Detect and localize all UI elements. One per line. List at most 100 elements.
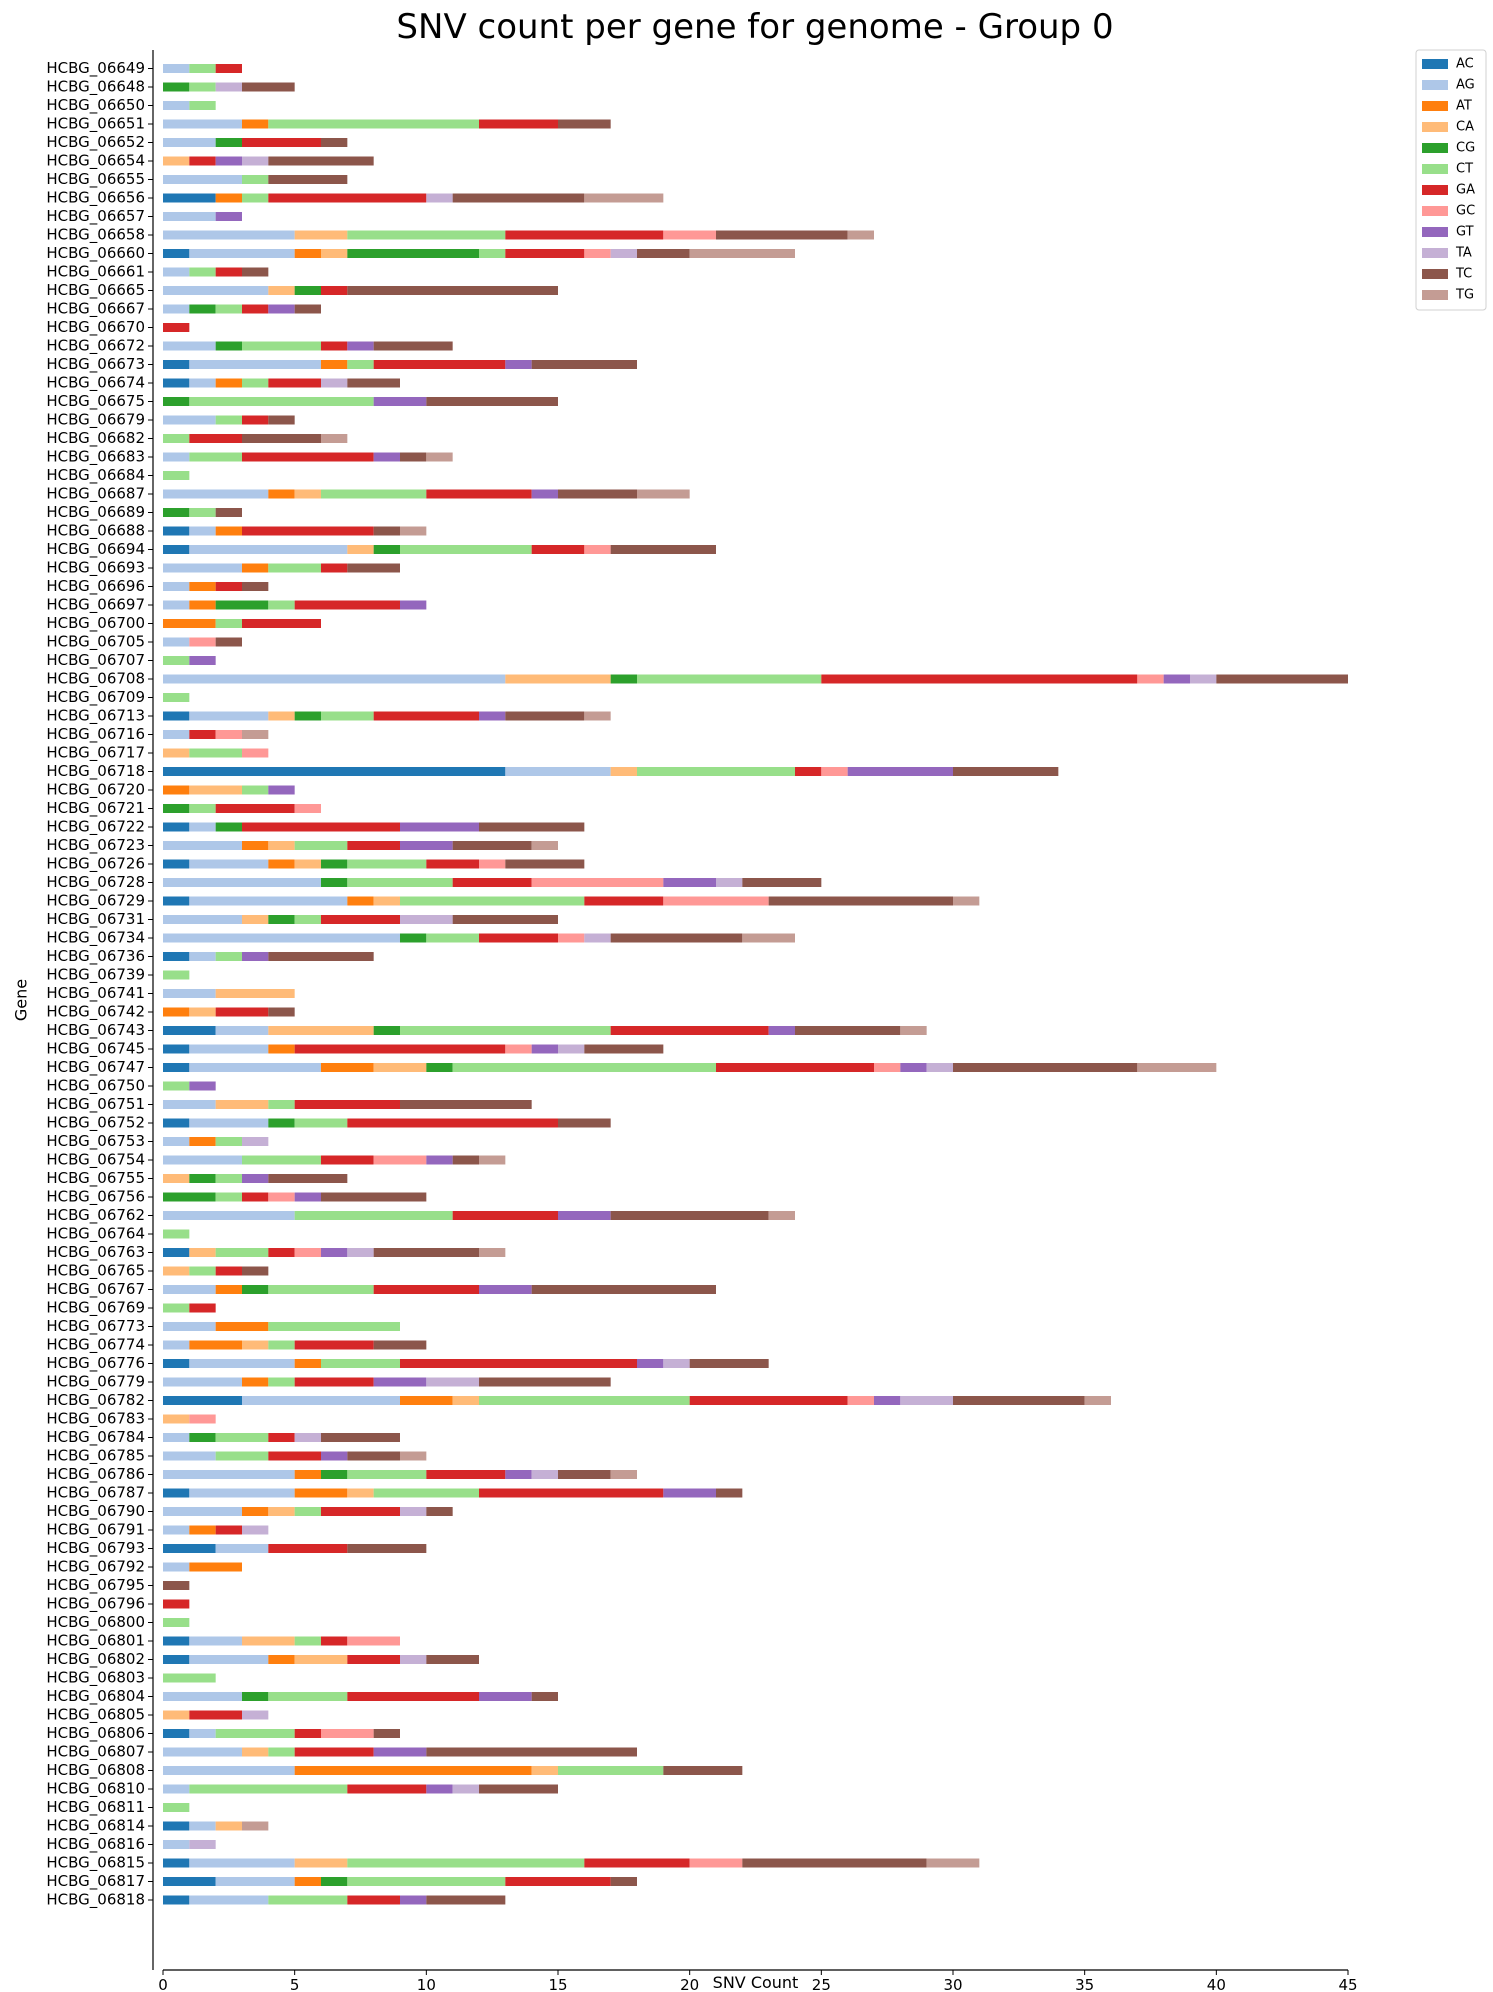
bar-TC-HCBG_06747 [953,1063,1138,1072]
y-tick-label-HCBG_06651: HCBG_06651 [46,115,145,134]
bar-GT-HCBG_06786 [505,1470,532,1479]
bar-AG-HCBG_06674 [189,378,216,388]
y-tick-label-HCBG_06804: HCBG_06804 [46,1687,145,1706]
bar-CG-HCBG_06667 [189,304,216,314]
bar-CT-HCBG_06651 [268,119,479,129]
bar-AG-HCBG_06815 [189,1858,295,1868]
bar-CT-HCBG_06779 [268,1377,295,1387]
bar-CT-HCBG_06756 [215,1192,242,1202]
bar-CA-HCBG_06763 [189,1248,216,1257]
bar-TG-HCBG_06683 [426,452,453,462]
bar-GA-HCBG_06818 [347,1895,400,1905]
bar-CT-HCBG_06790 [294,1507,321,1516]
legend-swatch-CG [1422,143,1448,153]
bar-TC-HCBG_06705 [215,637,242,647]
x-tick-label-20: 20 [680,1976,699,1992]
bar-CA-HCBG_06654 [163,156,190,166]
bar-GA-HCBG_06756 [242,1192,269,1202]
y-tick-label-HCBG_06811: HCBG_06811 [46,1798,145,1817]
y-tick-label-HCBG_06817: HCBG_06817 [46,1872,145,1891]
bar-TG-HCBG_06656 [584,193,664,203]
bar-TC-HCBG_06656 [452,193,585,203]
bars-layer [163,64,1348,1905]
bar-AC-HCBG_06802 [163,1655,190,1664]
bar-CT-HCBG_06815 [347,1858,585,1868]
bar-TC-HCBG_06694 [610,545,716,554]
y-tick-label-HCBG_06807: HCBG_06807 [46,1743,145,1762]
bar-TA-HCBG_06779 [426,1377,479,1387]
legend-box [1415,49,1487,311]
legend-swatch-CA [1422,122,1448,132]
bar-CA-HCBG_06751 [215,1100,269,1109]
bar-CA-HCBG_06717 [163,748,190,758]
bar-GA-HCBG_06815 [584,1858,690,1868]
bar-CT-HCBG_06765 [189,1266,216,1276]
bar-AT-HCBG_06767 [215,1285,242,1294]
bar-AG-HCBG_06747 [189,1063,321,1072]
bar-CA-HCBG_06687 [294,489,321,499]
bar-CG-HCBG_06743 [373,1026,400,1035]
y-tick-label-HCBG_06675: HCBG_06675 [46,392,145,411]
bar-TA-HCBG_06734 [584,933,611,943]
bar-CT-HCBG_06786 [347,1470,427,1479]
bar-CT-HCBG_06752 [294,1118,348,1128]
y-tick-label-HCBG_06716: HCBG_06716 [46,725,145,744]
bar-GT-HCBG_06667 [268,304,295,314]
x-tick-label-30: 30 [943,1976,962,1992]
y-tick-label-HCBG_06726: HCBG_06726 [46,855,145,874]
bar-GA-HCBG_06672 [321,341,348,351]
bar-GA-HCBG_06754 [321,1155,374,1165]
bar-CT-HCBG_06679 [215,415,242,425]
y-tick-label-HCBG_06670: HCBG_06670 [46,318,145,337]
y-tick-label-HCBG_06793: HCBG_06793 [46,1539,145,1558]
bar-CA-HCBG_06808 [531,1766,558,1775]
legend-swatch-GC [1422,206,1448,216]
bar-CA-HCBG_06782 [452,1396,479,1405]
bar-CA-HCBG_06805 [163,1710,190,1720]
bar-AG-HCBG_06661 [163,267,190,277]
bar-TG-HCBG_06658 [847,230,874,240]
bar-AG-HCBG_06791 [163,1525,190,1535]
y-tick-label-HCBG_06734: HCBG_06734 [46,929,145,948]
bar-CT-HCBG_06810 [189,1784,348,1794]
bar-GC-HCBG_06745 [505,1044,532,1054]
bar-AG-HCBG_06787 [189,1488,295,1498]
bar-AG-HCBG_06808 [163,1766,295,1775]
bar-AC-HCBG_06793 [163,1544,216,1553]
bar-TC-HCBG_06762 [610,1211,769,1220]
legend-label-TC: TC [1455,267,1472,282]
bar-AG-HCBG_06716 [163,730,190,739]
bar-CT-HCBG_06661 [189,267,216,277]
y-tick-label-HCBG_06728: HCBG_06728 [46,873,145,892]
bar-GA-HCBG_06790 [321,1507,400,1516]
bar-AC-HCBG_06726 [163,859,190,869]
bar-AT-HCBG_06817 [294,1877,321,1886]
bar-CA-HCBG_06790 [268,1507,295,1516]
bar-GA-HCBG_06806 [294,1729,321,1738]
bar-TA-HCBG_06731 [400,915,453,924]
bar-TC-HCBG_06817 [610,1877,637,1886]
y-tick-label-HCBG_06786: HCBG_06786 [46,1465,145,1484]
bar-TC-HCBG_06808 [663,1766,743,1775]
bar-GA-HCBG_06734 [479,933,558,943]
bar-GA-HCBG_06679 [242,415,269,425]
bar-CA-HCBG_06747 [373,1063,427,1072]
bar-GA-HCBG_06745 [294,1044,506,1054]
bar-GT-HCBG_06743 [768,1026,795,1035]
bar-TC-HCBG_06655 [268,175,348,184]
y-tick-label-HCBG_06773: HCBG_06773 [46,1317,145,1336]
bar-AG-HCBG_06806 [189,1729,216,1738]
bar-CG-HCBG_06747 [426,1063,453,1072]
bar-GA-HCBG_06693 [321,563,348,573]
bar-GA-HCBG_06660 [505,249,585,258]
bar-GA-HCBG_06708 [821,674,1138,684]
bar-TC-HCBG_06648 [242,82,295,92]
bar-GA-HCBG_06649 [215,64,242,73]
bar-AC-HCBG_06688 [163,526,190,536]
bar-TC-HCBG_06776 [689,1359,769,1368]
legend-label-TG: TG [1455,288,1474,303]
bar-AG-HCBG_06818 [189,1895,269,1905]
x-tick-label-0: 0 [158,1976,168,1992]
y-tick-label-HCBG_06650: HCBG_06650 [46,96,145,115]
bar-CG-HCBG_06731 [268,915,295,924]
